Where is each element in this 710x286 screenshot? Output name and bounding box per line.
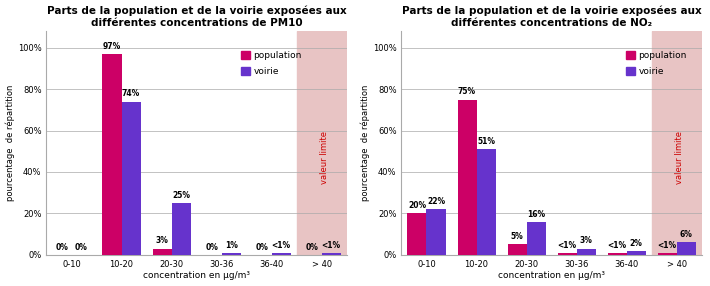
Text: <1%: <1% [322,241,341,250]
Bar [297,31,346,255]
Text: 74%: 74% [122,90,140,98]
Text: <1%: <1% [657,241,677,250]
Bar [172,203,190,255]
Bar [577,249,596,255]
Text: 2%: 2% [630,239,643,248]
Text: 0%: 0% [306,243,319,252]
Bar [508,245,527,255]
Bar [222,253,241,255]
Text: 1%: 1% [224,241,238,250]
Text: 97%: 97% [103,42,121,51]
Bar [657,253,677,255]
Bar [457,100,476,255]
Text: 20%: 20% [408,201,426,210]
Bar [121,102,141,255]
Text: 5%: 5% [510,232,523,241]
Text: 3%: 3% [579,237,593,245]
Y-axis label: pourcentage  de répartition: pourcentage de répartition [361,85,370,201]
Bar [557,253,577,255]
Text: 22%: 22% [427,197,445,206]
X-axis label: concentration en µg/m³: concentration en µg/m³ [143,271,250,281]
Bar [102,54,121,255]
Bar [408,213,427,255]
Bar [652,31,701,255]
Text: <1%: <1% [272,241,290,250]
Text: 0%: 0% [256,243,268,252]
Text: 0%: 0% [75,243,87,252]
Text: <1%: <1% [608,241,627,250]
Bar [427,209,445,255]
Text: 75%: 75% [458,88,476,96]
Text: <1%: <1% [557,241,577,250]
Legend: population, voirie: population, voirie [237,47,305,80]
Text: 3%: 3% [155,237,168,245]
Text: 6%: 6% [679,230,693,239]
Bar [322,253,341,255]
Text: 25%: 25% [172,191,190,200]
Title: Parts de la population et de la voirie exposées aux
différentes concentrations d: Parts de la population et de la voirie e… [47,5,346,28]
Text: valeur limite: valeur limite [674,131,684,184]
Y-axis label: pourcentage  de répartition: pourcentage de répartition [6,85,15,201]
Text: 16%: 16% [527,210,545,219]
Bar [153,249,172,255]
Title: Parts de la population et de la voirie exposées aux
différentes concentrations d: Parts de la population et de la voirie e… [402,5,701,28]
Bar [527,222,545,255]
Bar [272,253,290,255]
Text: 0%: 0% [55,243,68,252]
Bar [476,149,496,255]
X-axis label: concentration en µg/m³: concentration en µg/m³ [498,271,605,281]
Bar [677,242,696,255]
Text: 0%: 0% [206,243,219,252]
Bar [627,251,645,255]
Text: valeur limite: valeur limite [320,131,329,184]
Legend: population, voirie: population, voirie [622,47,690,80]
Bar [608,253,627,255]
Text: 51%: 51% [477,137,495,146]
